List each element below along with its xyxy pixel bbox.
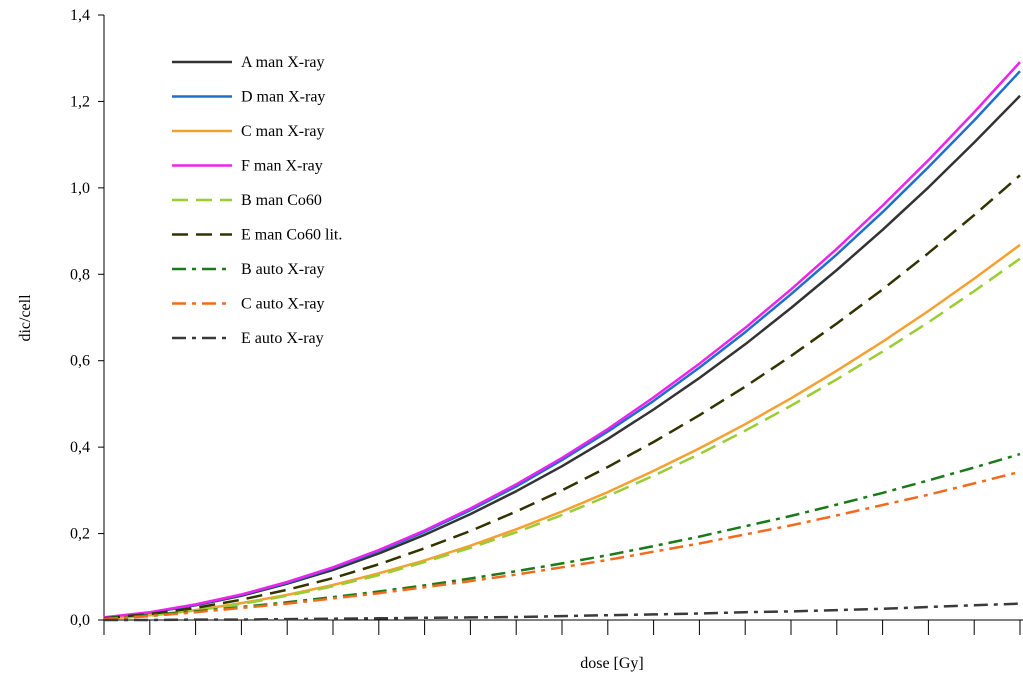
series-line-5 [103, 257, 1021, 621]
y-tick-label: 0,4 [70, 439, 90, 456]
legend-label-3: C man X-ray [241, 123, 325, 140]
legend-label-6: E man Co60 lit. [241, 227, 342, 244]
y-tick-label: 0,6 [70, 353, 90, 370]
y-tick-label: 0,0 [70, 612, 90, 629]
y-tick-label: 1,0 [70, 180, 90, 197]
y-tick-label: 0,8 [70, 266, 90, 283]
y-tick-label: 0,2 [70, 526, 90, 543]
y-axis-title: dic/cell [17, 294, 34, 342]
series-line-8 [103, 470, 1021, 621]
legend-label-7: B auto X-ray [241, 261, 325, 278]
legend-label-5: B man Co60 [241, 192, 322, 209]
y-tick-label: 1,4 [70, 7, 90, 24]
legend-label-8: C auto X-ray [241, 296, 325, 313]
series-line-6 [103, 174, 1021, 620]
series-line-9 [104, 602, 1021, 622]
legend-label-4: F man X-ray [241, 158, 323, 175]
series-line-4 [103, 61, 1021, 619]
x-axis-title: dose [Gy] [580, 655, 644, 672]
y-tick-label: 1,2 [70, 93, 90, 110]
legend-label-9: E auto X-ray [241, 330, 324, 347]
legend-label-2: D man X-ray [241, 89, 325, 106]
legend-label-1: A man X-ray [241, 54, 325, 71]
